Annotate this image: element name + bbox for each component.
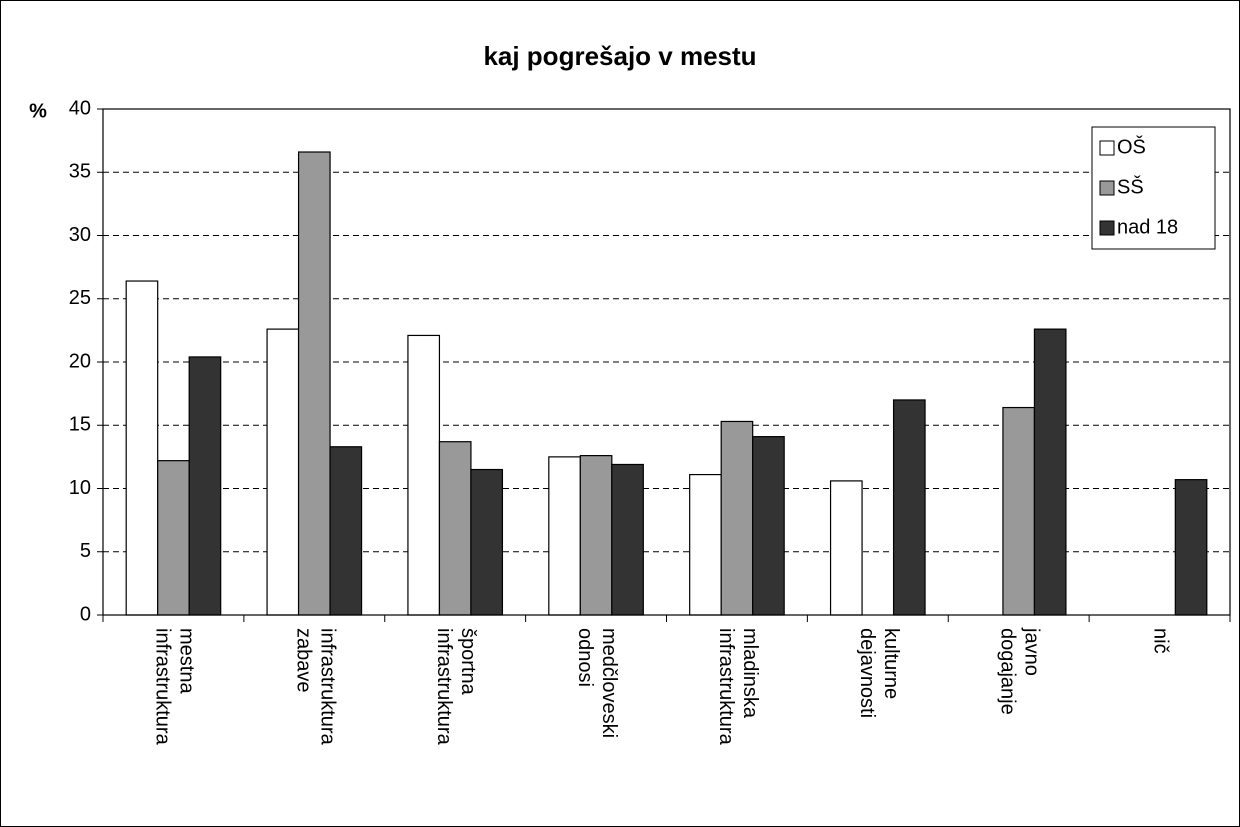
x-tick-label: mestna infrastruktura: [151, 628, 197, 746]
bar: [188, 356, 222, 616]
legend-label: nad 18: [1117, 216, 1178, 238]
y-tick-label: 5: [80, 540, 91, 562]
x-tick-label: infrastruktura zabave: [292, 628, 338, 750]
legend-swatch: [1099, 140, 1115, 156]
x-tick-line: zabave: [292, 628, 314, 693]
y-tick-label: 20: [69, 350, 91, 372]
y-tick-label: 10: [69, 477, 91, 499]
legend-label: OŠ: [1117, 135, 1146, 158]
x-tick-line: dejavnosti: [856, 628, 878, 718]
legend-swatch: [1099, 220, 1115, 236]
x-tick-line: javno: [1020, 627, 1042, 681]
bar: [438, 441, 472, 616]
y-axis-label: %: [29, 100, 47, 122]
x-tick-line: nič: [1149, 628, 1171, 654]
legend-swatch: [1099, 180, 1115, 196]
x-tick-label: javno dogajanje: [996, 627, 1042, 715]
x-tick-line: mestna: [175, 628, 197, 699]
x-tick-line: infrastruktura: [151, 628, 173, 746]
x-tick-line: infrastruktura: [433, 628, 455, 746]
bar: [157, 460, 190, 616]
y-tick-label: 35: [69, 161, 91, 183]
y-tick-label: 30: [69, 224, 91, 246]
x-tick-line: medčloveski: [598, 628, 620, 744]
bar: [720, 420, 754, 616]
x-tick-label: medčloveski odnosi: [574, 628, 620, 744]
x-tick-line: odnosi: [574, 628, 596, 687]
bar: [470, 468, 504, 616]
bar: [752, 436, 785, 616]
bar: [548, 456, 581, 616]
y-tick-label: 0: [80, 603, 91, 625]
x-tick-line: športna: [457, 628, 479, 700]
legend-label: SŠ: [1117, 175, 1144, 198]
x-tick-line: kulturne: [880, 628, 902, 705]
bar: [329, 446, 363, 616]
x-tick-line: mladinska: [739, 628, 761, 724]
x-tick-label: nič: [1149, 628, 1171, 654]
bar: [611, 463, 644, 616]
bar: [297, 151, 331, 616]
x-tick-label: kulturne dejavnosti: [856, 628, 902, 718]
y-tick-label: 25: [69, 287, 91, 309]
plot-border: [102, 108, 1231, 616]
bar: [407, 334, 441, 616]
bar: [689, 473, 722, 616]
y-tick-label: 40: [69, 97, 91, 119]
bar: [1002, 406, 1036, 616]
x-tick-line: infrastruktura: [316, 628, 338, 750]
bar: [579, 455, 613, 616]
bar: [892, 399, 926, 616]
bar: [829, 480, 863, 616]
y-tick-label: 15: [69, 414, 91, 436]
x-tick-line: infrastruktura: [715, 628, 737, 746]
chart-title: kaj pogrešajo v mestu: [483, 41, 756, 71]
bar: [1174, 479, 1208, 616]
bar: [266, 328, 300, 616]
x-tick-line: dogajanje: [996, 628, 1018, 715]
bar: [125, 280, 159, 616]
x-tick-label: športna infrastruktura: [433, 628, 479, 746]
x-tick-label: mladinska infrastruktura: [715, 628, 761, 746]
bar: [1033, 328, 1067, 616]
